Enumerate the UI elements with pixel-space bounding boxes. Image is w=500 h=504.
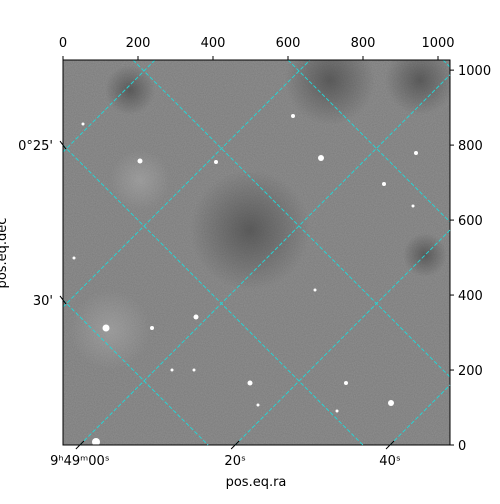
ra-tick <box>75 440 85 450</box>
dec-tick-label: 0°25' <box>18 139 53 154</box>
y-tick-label: 600 <box>458 214 483 229</box>
x-tick-label: 1000 <box>421 36 454 51</box>
y-axis-label: pos.eq.dec <box>0 218 10 289</box>
dec-tick-label: 30' <box>33 294 53 309</box>
ra-tick <box>230 440 240 450</box>
x-tick-label: 400 <box>201 36 226 51</box>
ra-tick-label: 20ˢ <box>224 454 246 469</box>
x-tick-label: 600 <box>276 36 301 51</box>
ra-grid-line <box>389 384 451 446</box>
sky-image <box>63 60 450 445</box>
plot-frame <box>62 59 451 446</box>
x-tick-label: 0 <box>59 36 67 51</box>
y-tick-label: 0 <box>458 439 466 454</box>
dec-grid-line <box>62 299 209 446</box>
x-axis-label: pos.eq.ra <box>226 475 287 490</box>
x-tick-label: 200 <box>126 36 151 51</box>
ra-grid-line <box>234 229 451 446</box>
y-tick-label: 400 <box>458 289 483 304</box>
ra-grid-line <box>79 74 451 446</box>
y-tick-label: 800 <box>458 139 483 154</box>
dec-tick <box>59 140 67 150</box>
x-tick-label: 800 <box>351 36 376 51</box>
y-tick-label: 1000 <box>458 64 491 79</box>
y-tick-label: 200 <box>458 364 483 379</box>
ra-tick <box>385 440 395 450</box>
dec-tick <box>59 295 67 305</box>
dec-grid-line <box>62 144 364 446</box>
ra-tick-label: 9ʰ49ᵐ00ˢ <box>50 454 110 469</box>
ra-tick-label: 40ˢ <box>379 454 401 469</box>
